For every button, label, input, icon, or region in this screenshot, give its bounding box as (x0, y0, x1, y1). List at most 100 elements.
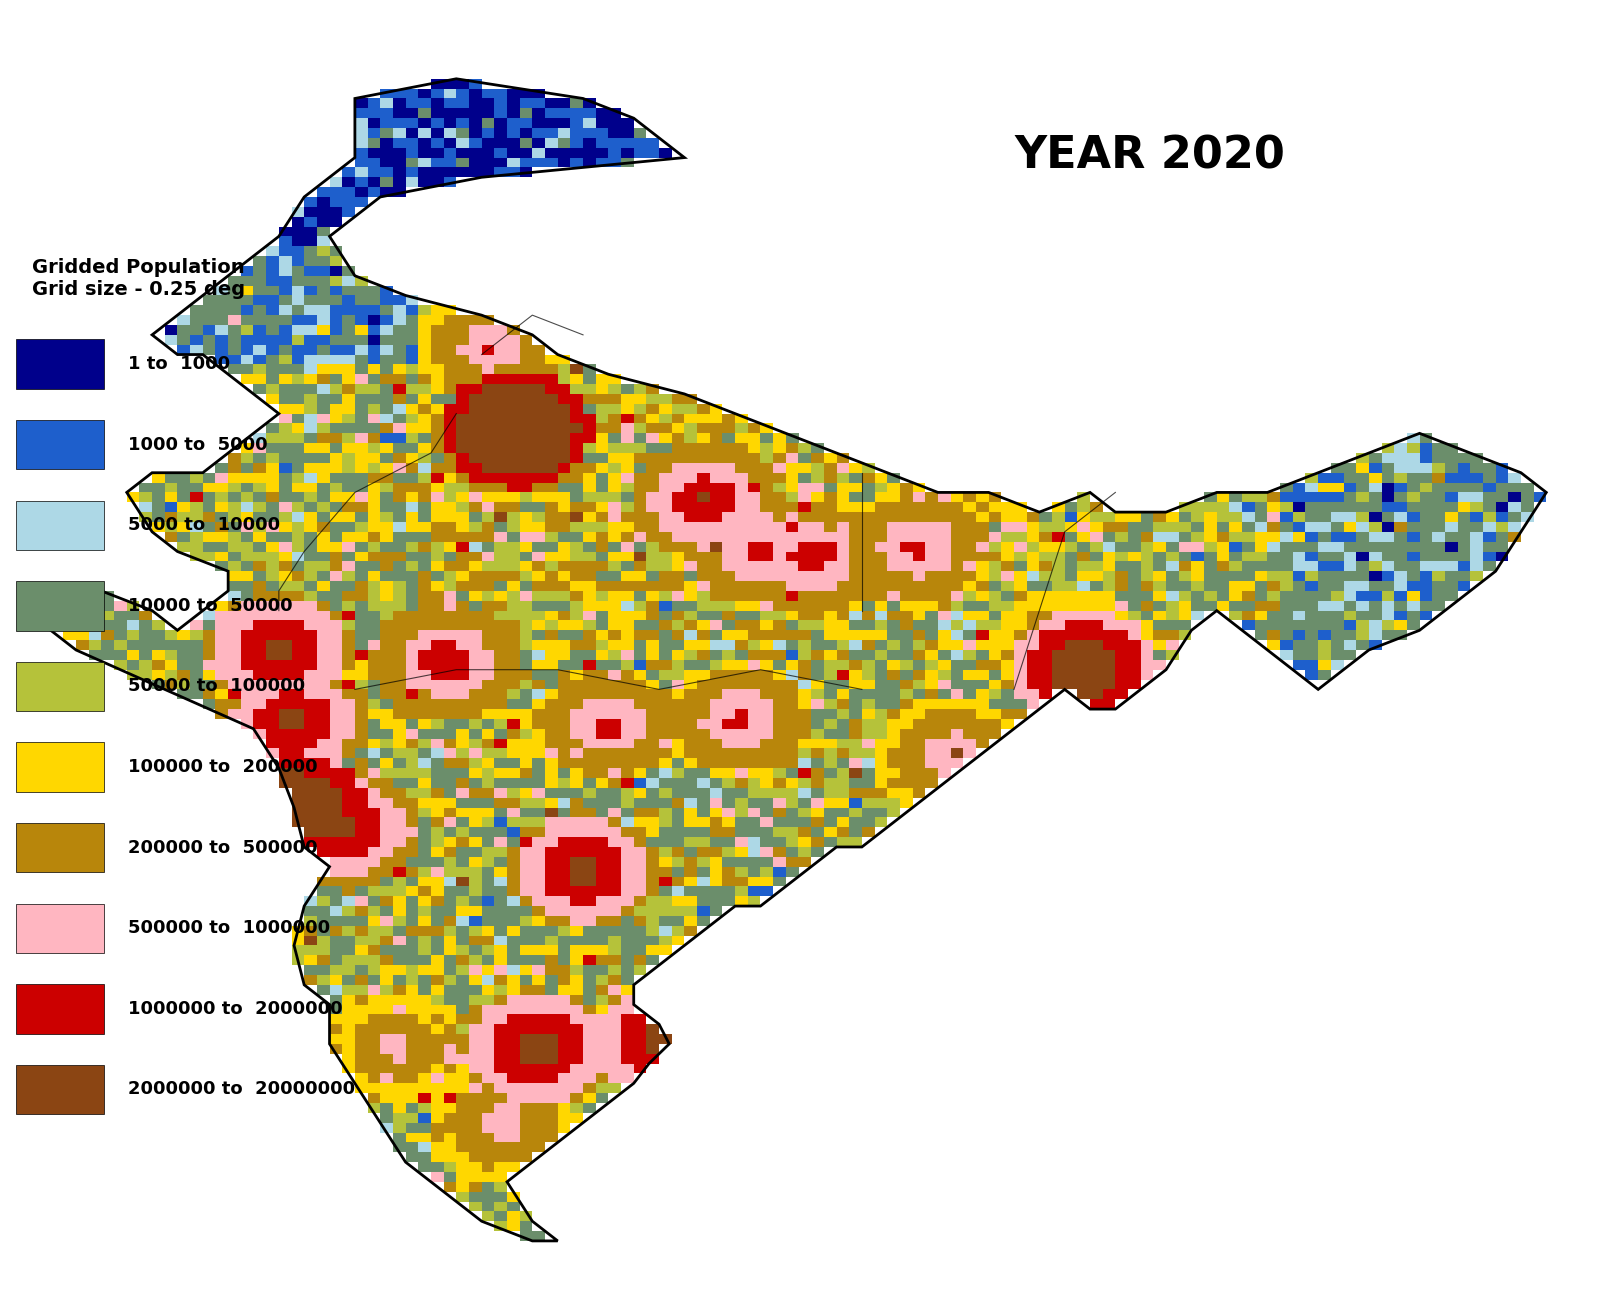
Bar (672, 611, 685, 620)
Bar (570, 512, 583, 523)
Bar (698, 523, 709, 532)
Bar (545, 994, 557, 1005)
Bar (608, 689, 621, 699)
Bar (457, 837, 470, 848)
Bar (1281, 551, 1294, 562)
Bar (634, 542, 647, 551)
Bar (660, 896, 672, 906)
Bar (545, 1063, 557, 1074)
Bar (989, 650, 1001, 660)
Bar (1127, 523, 1140, 532)
Bar (570, 936, 583, 945)
Bar (608, 138, 621, 148)
Bar (457, 335, 470, 345)
Bar (329, 581, 342, 592)
Bar (557, 818, 570, 827)
Bar (393, 788, 406, 798)
Bar (925, 670, 937, 680)
Bar (1040, 611, 1052, 620)
Bar (722, 699, 735, 709)
Bar (113, 640, 126, 650)
Bar (267, 276, 279, 286)
Bar (495, 532, 506, 542)
Bar (596, 532, 608, 542)
Bar (418, 640, 431, 650)
Bar (709, 473, 722, 482)
Bar (862, 562, 875, 571)
Bar (747, 551, 760, 562)
Bar (406, 335, 418, 345)
Bar (647, 837, 660, 848)
Bar (557, 562, 570, 571)
Bar (482, 1083, 495, 1093)
Bar (506, 699, 519, 709)
Bar (634, 936, 647, 945)
Bar (241, 523, 254, 532)
Bar (101, 630, 113, 640)
Bar (570, 1044, 583, 1054)
Bar (596, 738, 608, 749)
Bar (418, 620, 431, 630)
Bar (850, 482, 862, 493)
Bar (470, 1132, 482, 1143)
Bar (431, 818, 444, 827)
Bar (228, 660, 241, 670)
Bar (444, 551, 457, 562)
Bar (77, 640, 89, 650)
Bar (444, 413, 457, 424)
Bar (621, 571, 634, 581)
Bar (1484, 493, 1496, 502)
Bar (139, 512, 152, 523)
Bar (482, 424, 495, 433)
Bar (747, 601, 760, 611)
Bar (316, 355, 329, 364)
Bar (672, 551, 685, 562)
Bar (698, 827, 709, 837)
Bar (1330, 562, 1343, 571)
Bar (406, 542, 418, 551)
Bar (355, 1054, 367, 1063)
Bar (292, 237, 303, 246)
Bar (747, 788, 760, 798)
Bar (177, 542, 190, 551)
Bar (342, 738, 355, 749)
Bar (608, 994, 621, 1005)
Bar (355, 551, 367, 562)
Bar (798, 848, 811, 857)
Bar (267, 355, 279, 364)
Bar (1065, 592, 1078, 601)
Bar (457, 630, 470, 640)
Bar (241, 571, 254, 581)
Bar (329, 463, 342, 473)
Bar (355, 364, 367, 374)
Bar (545, 502, 557, 512)
Bar (875, 670, 888, 680)
Bar (685, 818, 698, 827)
Bar (583, 857, 596, 867)
Bar (672, 896, 685, 906)
Bar (418, 315, 431, 325)
Bar (1356, 581, 1369, 592)
Bar (506, 611, 519, 620)
Bar (431, 1173, 444, 1182)
Bar (482, 1113, 495, 1123)
Bar (545, 99, 557, 108)
Bar (647, 670, 660, 680)
Bar (963, 620, 976, 630)
Bar (495, 463, 506, 473)
Bar (393, 1132, 406, 1143)
Bar (698, 601, 709, 611)
Bar (457, 867, 470, 876)
Bar (1230, 512, 1242, 523)
Bar (1305, 523, 1318, 532)
Bar (482, 99, 495, 108)
Bar (470, 1074, 482, 1083)
Bar (1330, 512, 1343, 523)
Bar (457, 138, 470, 148)
Bar (837, 708, 850, 719)
Bar (393, 463, 406, 473)
Bar (888, 807, 899, 818)
Bar (1420, 532, 1433, 542)
Bar (912, 749, 925, 758)
Bar (837, 680, 850, 689)
